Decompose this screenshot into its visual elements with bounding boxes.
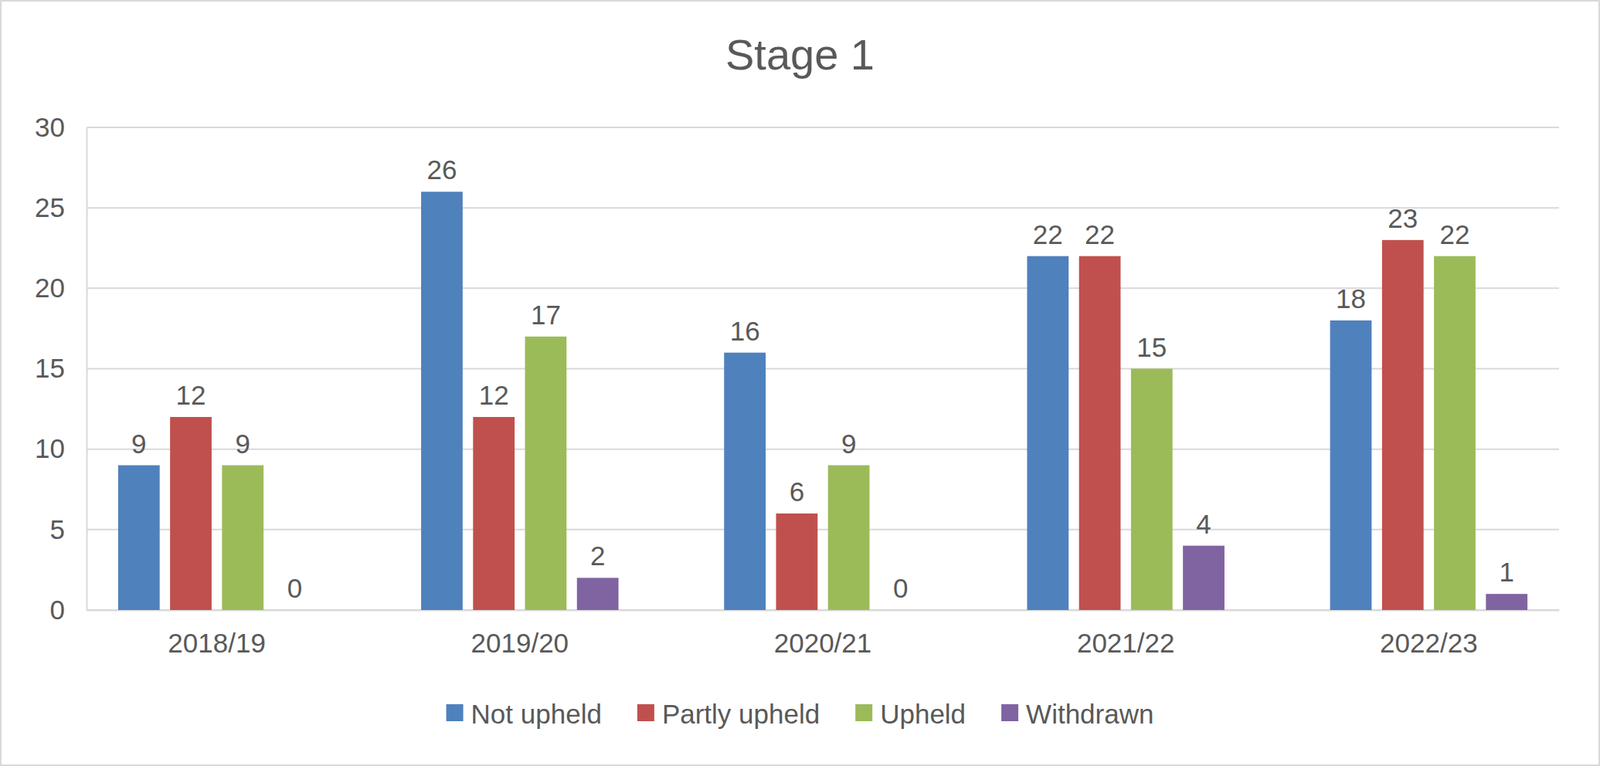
y-tick: 25 xyxy=(34,192,87,223)
data-label: 9 xyxy=(235,428,251,459)
plot: 0510152025302018/192019/202020/212021/22… xyxy=(34,112,1560,659)
y-axis-line xyxy=(86,128,89,612)
legend-swatch xyxy=(446,704,464,722)
x-tick-label: 2022/23 xyxy=(1379,628,1478,659)
bars xyxy=(118,191,1528,611)
x-tick-label: 2019/20 xyxy=(471,628,570,659)
y-tick-label: 25 xyxy=(34,192,65,223)
x-tick-label: 2020/21 xyxy=(774,628,873,659)
data-label: 0 xyxy=(893,573,908,604)
bar xyxy=(1131,369,1173,612)
data-label: 0 xyxy=(287,573,303,604)
legend-swatch xyxy=(855,704,873,722)
y-tick-label: 20 xyxy=(34,272,65,303)
y-tick-label: 0 xyxy=(50,594,65,626)
y-tick-label: 30 xyxy=(34,112,65,143)
x-tick-label: 2018/19 xyxy=(167,628,266,659)
bar xyxy=(472,417,515,611)
y-tick-label: 5 xyxy=(50,514,65,545)
data-label: 9 xyxy=(131,428,147,459)
bar xyxy=(723,353,766,611)
x-tick: 2018/19 xyxy=(167,610,266,659)
x-tick: 2019/20 xyxy=(471,610,570,659)
legend-label: Withdrawn xyxy=(1025,699,1154,730)
bar xyxy=(421,191,463,611)
legend-item: Upheld xyxy=(855,699,966,730)
y-tick-label: 15 xyxy=(34,353,65,384)
data-label: 22 xyxy=(1084,219,1115,250)
grid xyxy=(86,127,1560,611)
data-label: 17 xyxy=(530,299,561,330)
title: Stage 1 xyxy=(725,30,875,79)
bar xyxy=(221,465,264,612)
y-tick: 10 xyxy=(34,433,87,464)
data-label: 26 xyxy=(427,154,458,185)
bar xyxy=(775,513,818,611)
x-tick: 2022/23 xyxy=(1379,610,1478,659)
data-label: 15 xyxy=(1136,332,1167,363)
y-tick: 30 xyxy=(34,112,87,143)
data-label: 9 xyxy=(841,428,857,459)
y-tick-label: 10 xyxy=(34,433,65,464)
y-tick: 15 xyxy=(34,353,87,384)
data-label: 16 xyxy=(730,315,761,347)
y-axis: 0 5 10 15 20 25 30 xyxy=(34,112,87,626)
bar xyxy=(828,465,870,612)
bar xyxy=(1182,546,1225,611)
bar xyxy=(118,465,160,612)
data-label: 23 xyxy=(1387,203,1418,234)
bar xyxy=(1330,320,1373,611)
chart: 0510152025302018/192019/202020/212021/22… xyxy=(0,0,1600,766)
data-label: 18 xyxy=(1335,283,1366,314)
data-label: 6 xyxy=(789,476,805,507)
bar xyxy=(169,417,212,611)
data-label: 12 xyxy=(176,380,207,411)
legend-item: Partly upheld xyxy=(637,699,820,730)
x-axis: 2018/19 2019/20 2020/21 2021/22 2022/23 xyxy=(87,610,1560,659)
data-label: 22 xyxy=(1032,219,1064,250)
y-tick: 20 xyxy=(34,272,87,303)
legend-swatch xyxy=(1001,704,1019,722)
x-tick: 2020/21 xyxy=(774,610,873,659)
data-label: 4 xyxy=(1195,509,1211,540)
grid-line xyxy=(86,207,1560,209)
bar xyxy=(1485,594,1528,611)
legend-label: Upheld xyxy=(879,699,966,730)
bar xyxy=(525,336,568,611)
legend-item: Not upheld xyxy=(446,699,602,730)
bar xyxy=(1079,256,1122,611)
bar xyxy=(1433,256,1476,611)
legend-label: Not upheld xyxy=(471,699,602,730)
y-tick: 5 xyxy=(50,514,87,545)
legend-item: Withdrawn xyxy=(1001,699,1154,730)
data-label: 12 xyxy=(478,380,510,411)
bar xyxy=(577,577,619,611)
bar xyxy=(879,610,922,612)
legend-swatch xyxy=(637,704,655,722)
x-tick-label: 2021/22 xyxy=(1076,628,1176,659)
x-tick: 2021/22 xyxy=(1076,610,1176,659)
legend-label: Partly upheld xyxy=(662,699,820,730)
data-label: 22 xyxy=(1440,219,1471,250)
data-label: 2 xyxy=(590,540,605,571)
grid-line xyxy=(86,126,1560,129)
bar xyxy=(1382,240,1424,611)
bar xyxy=(274,610,316,612)
chart-border xyxy=(0,0,1600,766)
bar xyxy=(1026,256,1069,611)
data-label: 1 xyxy=(1498,557,1514,588)
legend: Not upheld Partly upheld Upheld Withdrawn xyxy=(446,699,1155,730)
data-labels: 9 26 16 22 18 12 12 6 22 23 9 17 9 15 22 0 2 0 4 1 xyxy=(131,154,1515,604)
y-tick: 0 xyxy=(50,594,87,626)
